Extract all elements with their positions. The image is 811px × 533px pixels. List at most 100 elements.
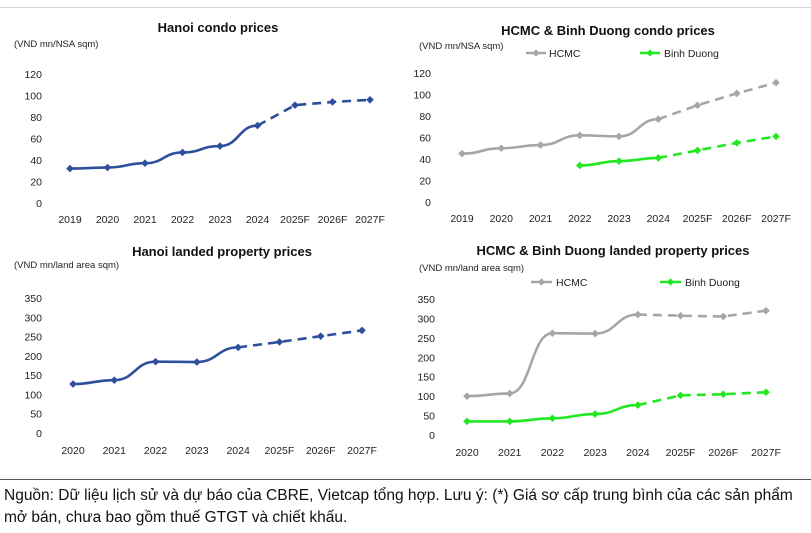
series-data-point [110,376,119,384]
hcmc-actual-line [465,313,640,398]
binh-duong-data-point [505,417,514,426]
y-tick-label: 0 [36,198,42,210]
hcmc-binh-duong-landed-chart: HCMC & Binh Duong landed property prices… [417,243,781,459]
series-data-point [253,121,262,130]
series-data-point [291,101,299,109]
y-tick-label: 20 [30,177,42,189]
binh-duong-data-point [719,390,728,398]
y-tick-label: 300 [24,312,42,324]
legend-hcmc-label: HCMC [556,277,588,289]
legend-binh-duong-marker [666,278,675,286]
x-tick-label: 2022 [144,445,168,457]
x-tick-label: 2021 [529,213,553,225]
legend-hcmc-marker [537,278,546,286]
x-tick-label: 2023 [208,214,232,226]
series-data-point [328,98,337,106]
x-tick-label: 2022 [568,213,592,225]
hcmc-data-point [463,392,471,400]
x-tick-label: 2021 [103,445,127,457]
series-data-point [275,338,284,346]
y-tick-label: 0 [425,197,431,209]
hcmc-data-point [615,132,623,141]
binh-duong-data-point [591,410,599,418]
x-tick-label: 2020 [455,447,479,459]
binh-duong-data-point [762,388,770,397]
hcmc-data-point [548,329,557,337]
x-tick-label: 2025F [683,213,713,225]
series-data-point [216,142,224,150]
legend-hcmc-label: HCMC [549,48,581,60]
series-data-point [178,148,187,157]
y-tick-label: 60 [30,134,42,146]
x-tick-label: 2022 [541,447,565,459]
series-data-point [69,380,77,388]
unit-label: (VND mn/land area sqm) [419,263,524,274]
y-tick-label: 250 [417,333,435,345]
x-tick-label: 2021 [498,447,522,459]
x-tick-label: 2026F [708,447,738,459]
y-tick-label: 40 [30,155,42,167]
hcmc-data-point [654,115,663,124]
chart-title: Hanoi landed property prices [132,244,312,259]
binh-duong-forecast-line [637,390,767,407]
y-tick-label: 300 [417,313,435,325]
binh-duong-forecast-line [658,135,777,160]
unit-label: (VND mn/land area sqm) [14,260,119,271]
y-tick-label: 0 [429,430,435,442]
hcmc-forecast-line [637,309,767,318]
series-data-point [358,326,366,335]
series-data-point [366,96,374,104]
y-tick-label: 50 [30,409,42,421]
x-tick-label: 2020 [490,213,514,225]
binh-duong-data-point [463,417,471,426]
legend-hcmc-marker [532,49,540,57]
top-divider [0,7,811,8]
chart-title: HCMC & Binh Duong condo prices [501,23,715,38]
hcmc-data-point [693,101,702,110]
y-tick-label: 350 [417,294,435,306]
y-tick-label: 80 [30,112,42,124]
y-tick-label: 60 [419,133,431,145]
binh-duong-data-point [676,391,685,400]
y-tick-label: 100 [24,91,42,103]
x-tick-label: 2027F [751,447,781,459]
y-tick-label: 100 [24,389,42,401]
series-data-point [234,343,242,352]
y-tick-label: 20 [419,176,431,188]
hanoi-landed-chart: Hanoi landed property prices (VND mn/land… [14,244,377,457]
binh-duong-data-point [772,132,780,141]
y-tick-label: 150 [24,370,42,382]
hanoi-condo-chart: Hanoi condo prices (VND mn/NSA sqm) 0 20 40 6… [14,20,385,226]
y-tick-label: 0 [36,428,42,440]
hcmc-binh-duong-condo-chart: HCMC & Binh Duong condo prices (VND mn/NS… [413,23,790,225]
y-tick-label: 120 [24,69,42,81]
y-tick-label: 80 [419,111,431,123]
y-tick-label: 200 [417,352,435,364]
hcmc-data-point [762,306,770,315]
y-tick-label: 40 [419,154,431,166]
hcmc-data-point [591,329,599,338]
x-tick-label: 2024 [226,445,250,457]
binh-duong-data-point [615,157,623,165]
chart-title: Hanoi condo prices [158,20,279,35]
legend-binh-duong-label: Binh Duong [664,48,719,60]
hcmc-data-point [732,89,741,98]
x-tick-label: 2025F [280,214,310,226]
hcmc-forecast-line [657,81,777,121]
unit-label: (VND mn/NSA sqm) [419,41,503,52]
x-tick-label: 2026F [306,445,336,457]
series-data-point [193,358,201,366]
binh-duong-data-point [575,161,584,170]
y-tick-label: 50 [423,411,435,423]
hcmc-data-point [497,144,506,153]
hcmc-data-point [676,311,685,320]
y-tick-label: 150 [417,372,435,384]
y-tick-label: 350 [24,293,42,305]
x-tick-label: 2023 [185,445,209,457]
source-footnote: Nguồn: Dữ liệu lịch sử và dự báo của CBR… [4,487,793,526]
x-tick-label: 2024 [647,213,671,225]
x-tick-label: 2024 [246,214,270,226]
x-tick-label: 2025F [265,445,295,457]
x-tick-label: 2027F [347,445,377,457]
footnote-divider [0,479,811,480]
